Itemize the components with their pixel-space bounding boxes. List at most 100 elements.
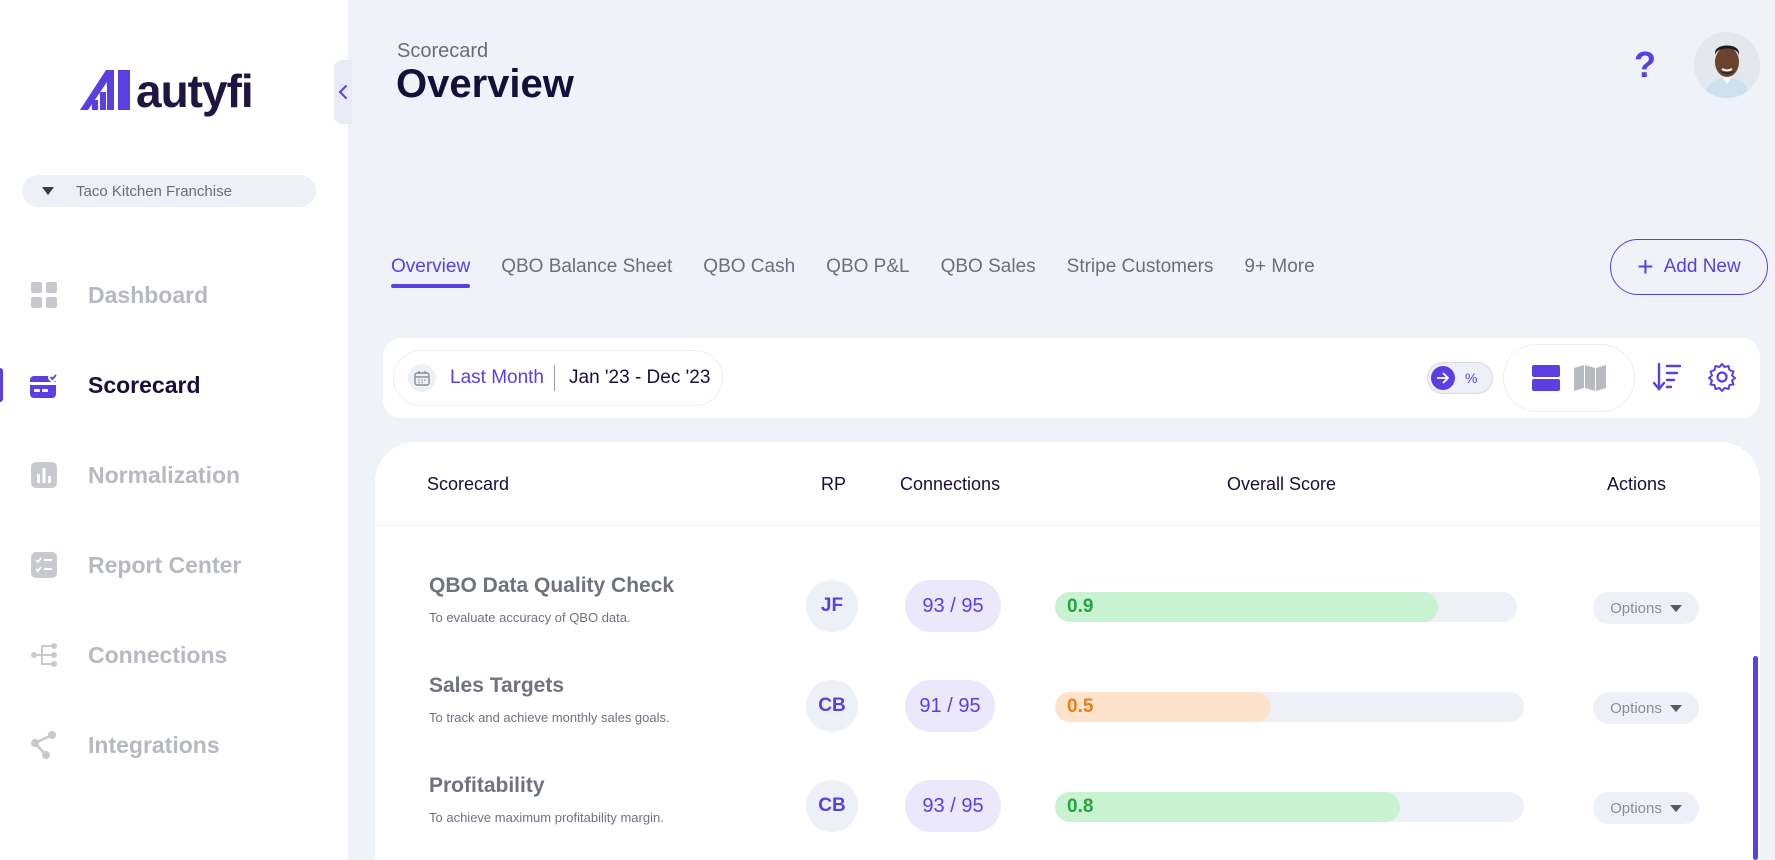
- tab-qbo-pl[interactable]: QBO P&L: [826, 256, 910, 277]
- sidebar-item-integrations[interactable]: Integrations: [0, 700, 348, 790]
- caret-down-icon: [42, 187, 54, 195]
- column-header-rp[interactable]: RP: [821, 474, 847, 494]
- sidebar-nav: Dashboard Scorecard Normalization Report…: [0, 250, 348, 790]
- row-title[interactable]: Sales Targets: [429, 674, 565, 697]
- checklist-icon: [30, 551, 58, 579]
- rp-badge: CB: [806, 680, 858, 732]
- score-bar: 0.9: [1055, 592, 1517, 622]
- tab-more[interactable]: 9+ More: [1244, 256, 1315, 277]
- row-title[interactable]: Profitability: [429, 774, 545, 797]
- row-subtitle: To track and achieve monthly sales goals…: [429, 710, 670, 725]
- sidebar-item-dashboard[interactable]: Dashboard: [0, 250, 348, 340]
- sidebar-item-label: Connections: [88, 641, 228, 668]
- options-label: Options: [1610, 599, 1662, 617]
- sidebar-item-label: Report Center: [88, 551, 242, 578]
- arrow-right-icon: [1431, 366, 1455, 390]
- sidebar-item-normalization[interactable]: Normalization: [0, 430, 348, 520]
- bar-chart-icon: [30, 461, 58, 489]
- score-bar: 0.8: [1055, 792, 1524, 822]
- tab-overview[interactable]: Overview: [391, 256, 471, 288]
- help-icon[interactable]: ?: [1634, 44, 1656, 85]
- table-row[interactable]: Sales Targets To track and achieve month…: [375, 654, 1760, 754]
- date-range-picker[interactable]: Last Month Jan '23 - Dec '23: [393, 350, 723, 406]
- tab-qbo-balance-sheet[interactable]: QBO Balance Sheet: [501, 256, 673, 277]
- options-button[interactable]: Options: [1593, 592, 1699, 624]
- tab-qbo-cash[interactable]: QBO Cash: [703, 256, 796, 277]
- row-subtitle: To achieve maximum profitability margin.: [429, 810, 664, 825]
- grid-icon: [30, 281, 58, 309]
- tab-stripe-customers[interactable]: Stripe Customers: [1066, 256, 1214, 277]
- page-title: Overview: [396, 62, 574, 106]
- table-row[interactable]: QBO Data Quality Check To evaluate accur…: [375, 554, 1760, 654]
- gear-icon[interactable]: [1707, 362, 1737, 392]
- connections-icon: [30, 641, 58, 669]
- table-header: Scorecard RP Connections Overall Score A…: [375, 442, 1760, 526]
- options-button[interactable]: Options: [1593, 792, 1699, 824]
- sidebar-item-scorecard[interactable]: Scorecard: [0, 340, 348, 430]
- score-value: 0.5: [1067, 696, 1094, 717]
- score-bar-fill: 0.5: [1055, 692, 1271, 722]
- rp-badge: JF: [806, 580, 858, 632]
- caret-down-icon: [1669, 804, 1682, 812]
- breadcrumb[interactable]: Scorecard: [397, 40, 489, 62]
- column-header-connections[interactable]: Connections: [900, 474, 1001, 494]
- score-bar-fill: 0.8: [1055, 792, 1401, 822]
- sidebar-item-report-center[interactable]: Report Center: [0, 520, 348, 610]
- tab-bar: Overview QBO Balance Sheet QBO Cash QBO …: [391, 256, 1346, 288]
- connections-badge: 93 / 95: [905, 780, 1001, 832]
- user-photo-icon: [1694, 32, 1760, 98]
- options-label: Options: [1610, 699, 1662, 717]
- scorecard-table: Scorecard RP Connections Overall Score A…: [375, 442, 1760, 860]
- score-value: 0.9: [1067, 596, 1094, 617]
- view-switch: [1503, 344, 1635, 412]
- caret-down-icon: [1669, 704, 1682, 712]
- score-bar: 0.5: [1055, 692, 1524, 722]
- chevron-left-icon: [338, 85, 347, 99]
- autyfi-logo[interactable]: autyfi: [78, 65, 254, 117]
- options-label: Options: [1610, 799, 1662, 817]
- avatar[interactable]: [1694, 32, 1760, 98]
- map-view-icon[interactable]: [1574, 365, 1606, 391]
- sidebar-collapse-button[interactable]: [334, 60, 352, 124]
- connections-badge: 91 / 95: [905, 680, 995, 732]
- calendar-icon: [408, 364, 436, 392]
- rp-badge: CB: [806, 780, 858, 832]
- divider: [554, 365, 555, 391]
- organization-select[interactable]: Taco Kitchen Franchise: [22, 175, 316, 207]
- share-icon: [30, 731, 58, 759]
- date-preset[interactable]: Last Month: [450, 367, 544, 388]
- row-title[interactable]: QBO Data Quality Check: [429, 574, 675, 597]
- sidebar-item-label: Scorecard: [88, 371, 201, 398]
- sidebar-item-label: Integrations: [88, 731, 220, 758]
- logo-mark-icon: [80, 70, 130, 110]
- row-subtitle: To evaluate accuracy of QBO data.: [429, 610, 631, 625]
- logo-text: autyfi: [136, 65, 254, 117]
- add-new-label: Add New: [1663, 256, 1741, 277]
- tab-qbo-sales[interactable]: QBO Sales: [940, 256, 1036, 277]
- main-content: Scorecard Overview ? Overview QBO Balanc…: [348, 0, 1775, 860]
- column-header-actions[interactable]: Actions: [1607, 474, 1667, 494]
- column-header-scorecard[interactable]: Scorecard: [427, 474, 510, 494]
- table-row[interactable]: Profitability To achieve maximum profita…: [375, 754, 1760, 854]
- sidebar: autyfi Taco Kitchen Franchise Dashboard …: [0, 0, 352, 860]
- organization-label: Taco Kitchen Franchise: [76, 182, 232, 200]
- sidebar-item-label: Dashboard: [88, 281, 209, 308]
- caret-down-icon: [1669, 604, 1682, 612]
- column-header-overall-score[interactable]: Overall Score: [1227, 474, 1337, 494]
- sidebar-item-label: Normalization: [88, 461, 241, 488]
- filter-bar: Last Month Jan '23 - Dec '23 %: [383, 338, 1760, 418]
- options-button[interactable]: Options: [1593, 692, 1699, 724]
- toggle-label: %: [1465, 370, 1478, 386]
- connections-badge: 93 / 95: [905, 580, 1001, 632]
- sort-icon[interactable]: [1653, 362, 1681, 392]
- score-value: 0.8: [1067, 796, 1094, 817]
- scrollbar-thumb[interactable]: [1753, 656, 1758, 860]
- add-new-button[interactable]: + Add New: [1610, 239, 1768, 295]
- list-view-icon[interactable]: [1532, 365, 1560, 391]
- date-range-value[interactable]: Jan '23 - Dec '23: [569, 367, 711, 388]
- plus-icon: +: [1637, 251, 1654, 282]
- scorecard-icon: [30, 371, 58, 399]
- score-bar-fill: 0.9: [1055, 592, 1438, 622]
- sidebar-item-connections[interactable]: Connections: [0, 610, 348, 700]
- percent-toggle[interactable]: %: [1427, 362, 1493, 394]
